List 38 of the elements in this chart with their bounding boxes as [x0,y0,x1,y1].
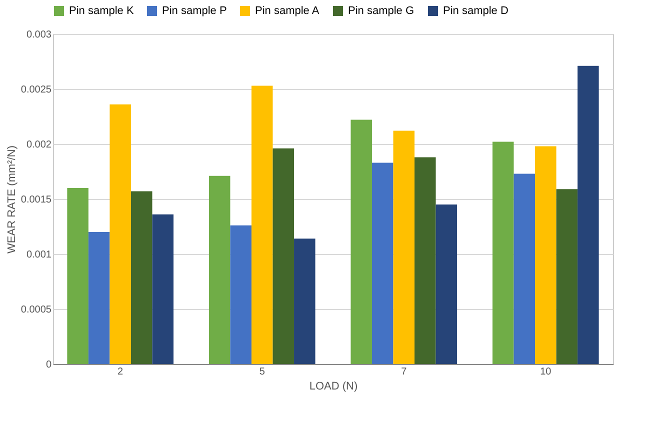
legend-label: Pin sample D [443,5,508,17]
y-tick-label: 0.002 [26,140,52,150]
bar [272,148,294,364]
y-tick-label: 0.0025 [20,84,52,96]
bar [535,146,556,364]
bar [67,188,88,364]
legend-label: Pin sample A [255,5,320,17]
y-tick-label: 0.0015 [20,194,52,206]
x-tick-label: 7 [401,366,408,378]
x-tick-label: 2 [118,366,124,378]
bar [436,204,458,364]
bar [251,86,273,364]
legend-label: Pin sample K [69,5,134,17]
bar [294,238,316,364]
y-tick-label: 0.003 [26,30,52,40]
y-axis-title: WEAR RATE (mm²/N) [6,146,18,254]
bar [110,104,131,364]
legend-label: Pin sample P [162,5,227,17]
bar [414,157,436,364]
bar [152,214,174,364]
x-axis-title: LOAD (N) [309,380,358,392]
legend-label: Pin sample G [348,5,414,17]
bar [556,189,578,364]
x-tick-label: 5 [259,366,266,378]
bar [514,174,536,364]
bar [88,232,110,364]
bar [208,176,230,364]
y-tick-label: 0.001 [26,250,52,260]
bar [130,191,152,364]
bar [230,225,252,364]
bar [578,66,599,364]
bar [372,162,394,364]
y-tick-label: 0 [46,360,52,370]
y-tick-label: 0.0005 [20,304,52,316]
bar [393,130,415,364]
bar [350,120,372,364]
x-tick-label: 10 [540,366,552,378]
bar [492,142,514,364]
